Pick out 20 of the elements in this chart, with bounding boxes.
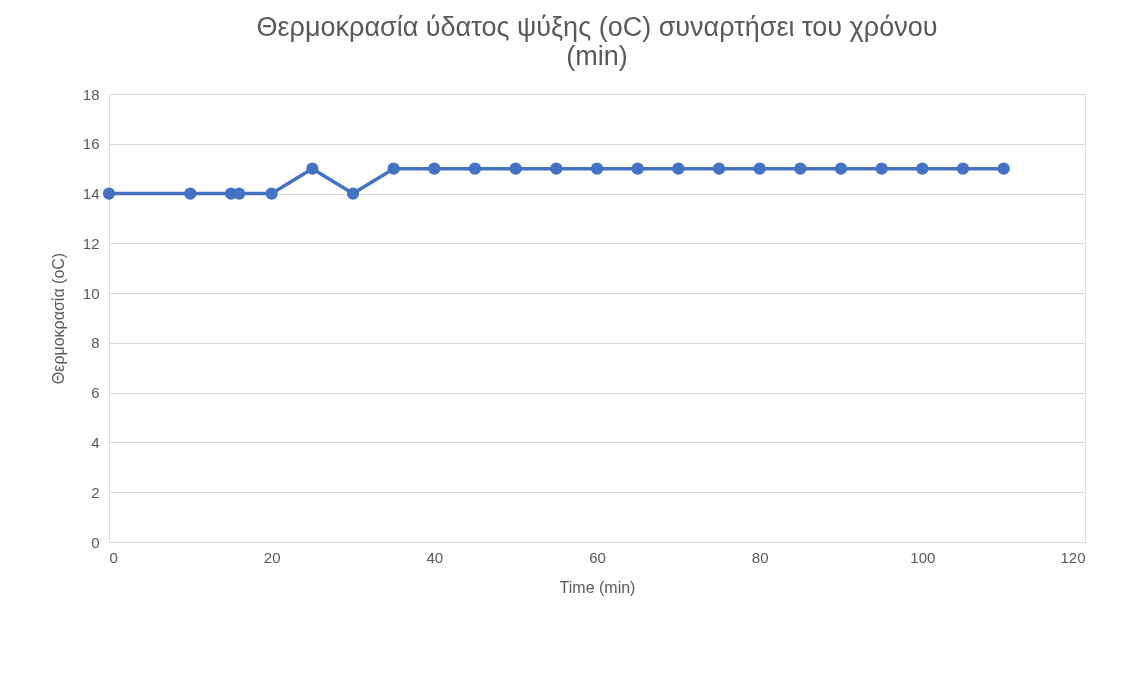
y-tick-label: 6 xyxy=(91,384,100,402)
x-tick-label: 60 xyxy=(589,548,606,566)
x-tick-label: 100 xyxy=(910,548,936,566)
y-axis-title: Θερμοκρασία (oC) xyxy=(49,252,67,385)
y-tick-label: 8 xyxy=(91,334,100,352)
y-tick-label: 2 xyxy=(91,483,100,501)
chart-title: Θερμοκρασία ύδατος ψύξης (oC) συναρτήσει του χρόνου (min) xyxy=(256,12,938,71)
x-tick-label: 0 xyxy=(109,548,118,566)
x-tick-label: 80 xyxy=(751,548,769,566)
x-axis-title: Time (min) xyxy=(559,578,636,596)
y-tick-label: 4 xyxy=(91,433,100,451)
y-tick-label: 0 xyxy=(91,533,100,551)
x-tick-label: 40 xyxy=(426,548,444,566)
y-tick-label: 10 xyxy=(82,284,100,302)
x-tick-label: 120 xyxy=(1060,548,1086,566)
y-tick-label: 18 xyxy=(82,85,100,103)
y-tick-label: 16 xyxy=(82,135,100,153)
y-tick-label: 12 xyxy=(82,234,100,252)
y-tick-label: 14 xyxy=(82,185,100,203)
x-tick-label: 20 xyxy=(263,548,281,566)
